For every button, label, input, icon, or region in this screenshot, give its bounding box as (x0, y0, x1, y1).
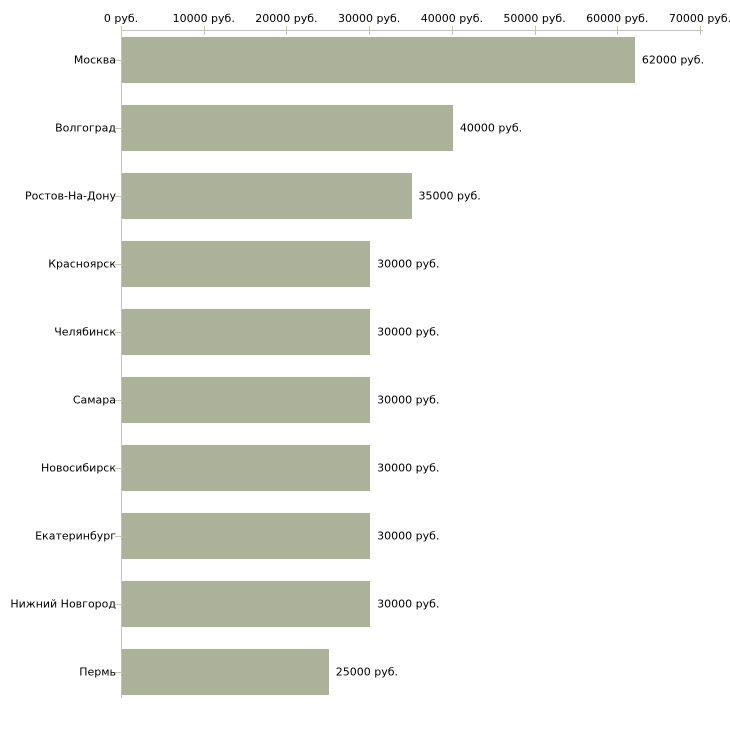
category-label: Москва (73, 53, 116, 67)
category-label: Челябинск (54, 325, 116, 339)
category-label: Пермь (79, 665, 116, 679)
category-label: Красноярск (48, 257, 116, 271)
x-axis-line (121, 30, 703, 31)
x-axis-tick-mark (534, 26, 536, 35)
y-axis-line (121, 30, 122, 698)
y-axis-tick-mark (115, 264, 122, 265)
y-axis-tick-mark (115, 128, 122, 129)
bar (122, 377, 371, 423)
value-label: 62000 руб. (641, 53, 705, 67)
y-axis-tick-mark (115, 672, 122, 673)
y-axis-tick-mark (115, 60, 122, 61)
x-axis-tick-label: 70000 руб. (668, 12, 730, 25)
x-axis-tick-mark (203, 26, 205, 35)
x-axis-tick-label: 60000 руб. (586, 12, 649, 25)
category-label: Волгоград (55, 121, 116, 135)
y-axis-tick-mark (115, 332, 122, 333)
x-axis-tick-label: 10000 руб. (172, 12, 235, 25)
category-label: Нижний Новгород (10, 597, 116, 611)
bar (122, 513, 371, 559)
y-axis-tick-mark (115, 468, 122, 469)
category-label: Ростов-На-Дону (24, 189, 116, 203)
y-axis-tick-mark (115, 604, 122, 605)
x-axis-tick-mark (121, 26, 122, 35)
value-label: 30000 руб. (377, 325, 440, 339)
bar (122, 649, 329, 695)
value-label: 30000 руб. (377, 461, 440, 475)
value-label: 30000 руб. (377, 257, 440, 271)
bar (122, 105, 453, 151)
value-label: 25000 руб. (335, 665, 399, 679)
category-label: Новосибирск (40, 461, 116, 475)
x-axis-tick-mark (700, 26, 701, 35)
bar (122, 581, 371, 627)
x-axis-tick-label: 0 руб. (103, 12, 139, 25)
category-label: Екатеринбург (35, 529, 116, 543)
category-label: Самара (72, 393, 116, 407)
bar (122, 309, 371, 355)
x-axis-tick-label: 30000 руб. (338, 12, 401, 25)
x-axis-tick-label: 50000 руб. (503, 12, 566, 25)
x-axis-tick-label: 40000 руб. (420, 12, 483, 25)
value-label: 30000 руб. (377, 597, 440, 611)
y-axis-tick-mark (115, 196, 122, 197)
value-label: 30000 руб. (377, 393, 440, 407)
bar (122, 37, 635, 83)
bar (122, 173, 412, 219)
value-label: 30000 руб. (377, 529, 440, 543)
value-label: 35000 руб. (418, 189, 481, 203)
x-axis-tick-mark (451, 26, 453, 35)
y-axis-tick-mark (115, 536, 122, 537)
x-axis-tick-mark (286, 26, 288, 35)
bar (122, 241, 371, 287)
bar (122, 445, 371, 491)
value-label: 40000 руб. (459, 121, 523, 135)
x-axis-tick-mark (617, 26, 619, 35)
x-axis-tick-mark (369, 26, 371, 35)
y-axis-tick-mark (115, 400, 122, 401)
x-axis-tick-label: 20000 руб. (255, 12, 318, 25)
